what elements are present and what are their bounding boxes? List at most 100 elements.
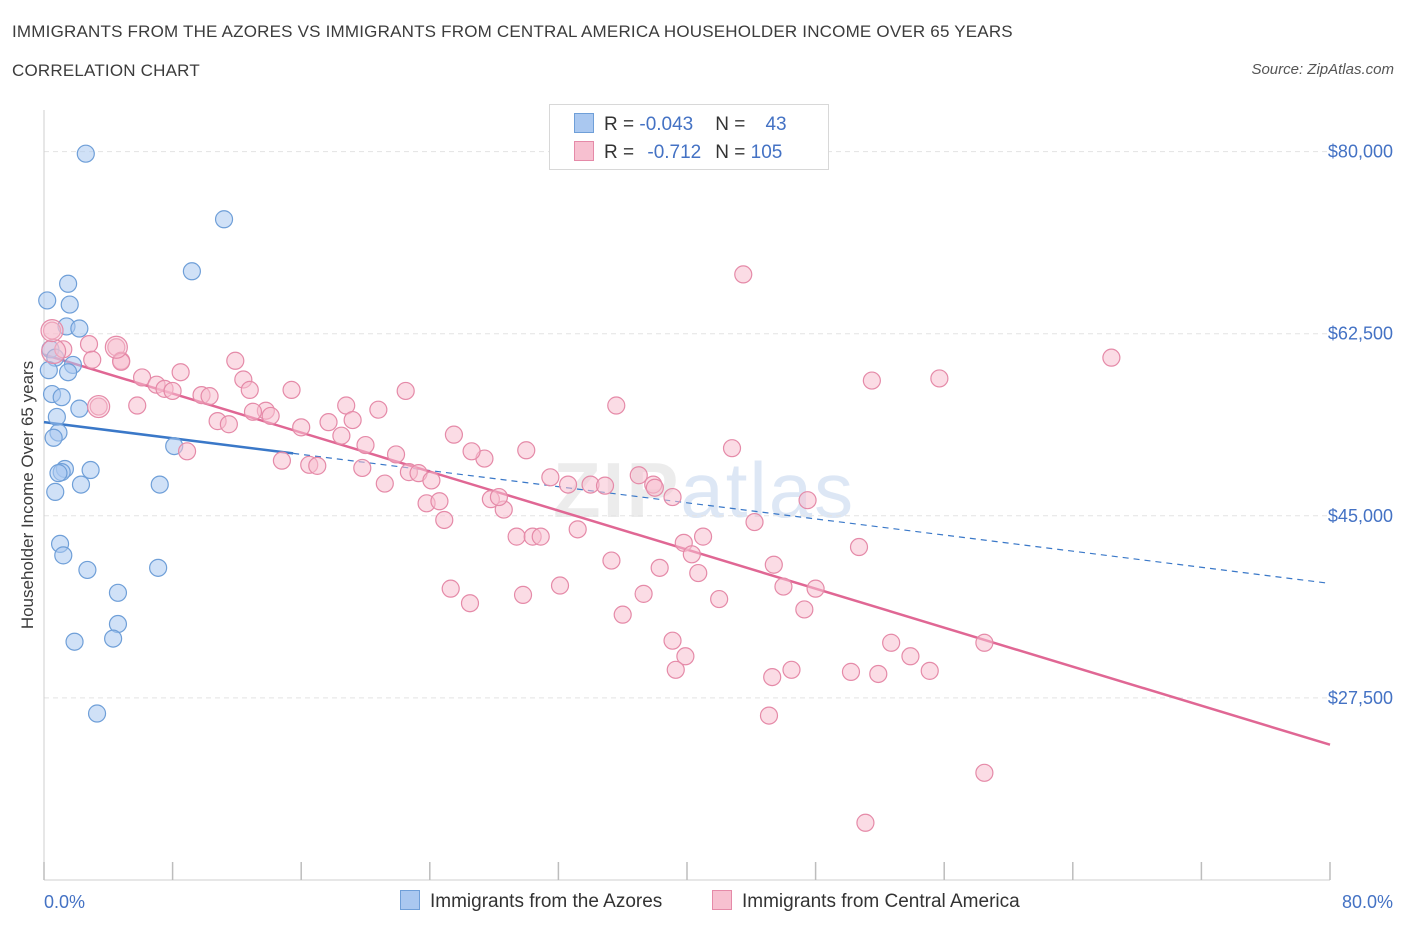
- point-central-america: [292, 418, 311, 437]
- point-azores: [38, 291, 57, 310]
- legend-swatch-central-america: [574, 141, 594, 161]
- point-central-america: [645, 478, 664, 497]
- point-central-america: [568, 520, 587, 539]
- legend-r-value: -0.043: [639, 114, 694, 135]
- point-central-america: [308, 456, 327, 475]
- point-azores: [54, 546, 73, 565]
- data-points: [38, 144, 1121, 832]
- point-central-america: [356, 435, 375, 455]
- point-azores: [60, 295, 79, 314]
- point-central-america: [332, 426, 351, 445]
- point-azores: [149, 558, 168, 577]
- point-central-america: [710, 589, 729, 609]
- point-central-america: [163, 381, 182, 401]
- point-central-america: [422, 471, 441, 490]
- trend-line-azores: [43, 420, 294, 455]
- y-tick-label: $27,500: [1328, 688, 1393, 708]
- point-azores: [52, 388, 71, 407]
- point-central-america: [112, 352, 131, 371]
- point-central-america: [177, 442, 197, 461]
- point-central-america: [444, 425, 464, 444]
- y-axis-label: Householder Income Over 65 years: [18, 361, 37, 629]
- point-central-america: [200, 387, 219, 406]
- legend-n-value: 105: [750, 142, 783, 163]
- legend-swatch-central-america: [712, 890, 732, 910]
- point-central-america: [613, 605, 632, 624]
- point-central-america: [272, 451, 292, 470]
- point-central-america: [806, 579, 825, 598]
- point-azores: [81, 460, 100, 480]
- point-central-america: [663, 487, 682, 507]
- point-azores: [78, 560, 97, 580]
- stats-legend: R = -0.043 N = 43 R = -0.712 N = 105: [549, 104, 829, 170]
- point-central-america: [40, 318, 64, 343]
- point-central-america: [319, 413, 338, 432]
- point-azores: [65, 632, 84, 651]
- point-central-america: [1102, 348, 1121, 367]
- point-central-america: [87, 394, 111, 419]
- legend-label-central-america: Immigrants from Central America: [742, 891, 1020, 912]
- point-azores: [47, 407, 66, 427]
- legend-item-central-america: Immigrants from Central America: [712, 890, 1020, 914]
- legend-r-label: R =: [604, 142, 640, 163]
- point-azores: [70, 399, 89, 418]
- point-central-america: [602, 551, 621, 570]
- axes: [43, 110, 1331, 881]
- point-central-america: [517, 441, 536, 460]
- point-central-america: [901, 647, 920, 666]
- legend-r-value: -0.712: [647, 142, 702, 163]
- point-central-america: [541, 468, 560, 487]
- point-central-america: [676, 647, 695, 666]
- point-central-america: [343, 410, 362, 430]
- axis-labels: $80,000 $62,500 $45,000 $27,500 0.0% 80.0% Hou…: [18, 142, 1393, 912]
- point-central-america: [759, 706, 779, 725]
- point-central-america: [975, 633, 994, 652]
- point-central-america: [89, 397, 108, 416]
- point-azores: [150, 475, 169, 494]
- point-central-america: [682, 545, 701, 564]
- point-central-america: [650, 558, 669, 577]
- point-central-america: [226, 351, 245, 370]
- point-central-america: [282, 380, 301, 400]
- point-central-america: [841, 662, 861, 681]
- chart-subtitle: CORRELATION CHART: [12, 61, 200, 80]
- legend-row-azores: R = -0.043 N = 43: [574, 113, 787, 137]
- point-central-america: [128, 396, 147, 415]
- source-credit: Source: ZipAtlas.com: [1251, 61, 1394, 78]
- point-central-america: [862, 371, 881, 390]
- point-central-america: [745, 512, 764, 532]
- legend-n-label: N =: [715, 142, 751, 163]
- point-central-america: [79, 335, 99, 354]
- point-central-america: [629, 466, 648, 485]
- point-central-america: [856, 813, 875, 832]
- point-central-america: [489, 487, 509, 507]
- legend-r-label: R =: [604, 114, 640, 135]
- point-azores: [59, 363, 78, 382]
- x-tick-label: 80.0%: [1342, 892, 1393, 912]
- point-central-america: [689, 563, 708, 583]
- point-central-america: [607, 396, 626, 415]
- point-central-america: [693, 527, 713, 546]
- legend-swatch-azores: [400, 890, 420, 910]
- point-central-america: [104, 335, 128, 359]
- point-central-america: [41, 338, 67, 365]
- point-central-america: [396, 381, 415, 401]
- point-central-america: [882, 633, 901, 652]
- chart-title: IMMIGRANTS FROM THE AZORES VS IMMIGRANTS…: [12, 22, 1013, 41]
- legend-label-azores: Immigrants from the Azores: [430, 891, 663, 912]
- legend-swatch-azores: [574, 113, 594, 133]
- point-central-america: [782, 660, 801, 679]
- point-azores: [44, 428, 63, 447]
- legend-n-label: N =: [715, 114, 751, 135]
- point-azores: [70, 319, 89, 338]
- watermark-atlas: atlas: [680, 446, 856, 534]
- point-central-america: [513, 585, 533, 604]
- point-central-america: [764, 555, 783, 574]
- point-central-america: [930, 369, 949, 388]
- point-central-america: [666, 660, 685, 679]
- point-azores: [59, 274, 78, 293]
- point-azores: [39, 361, 58, 380]
- trend-line-azores-extension: [293, 452, 1331, 585]
- point-central-america: [219, 415, 238, 434]
- point-azores: [46, 482, 65, 501]
